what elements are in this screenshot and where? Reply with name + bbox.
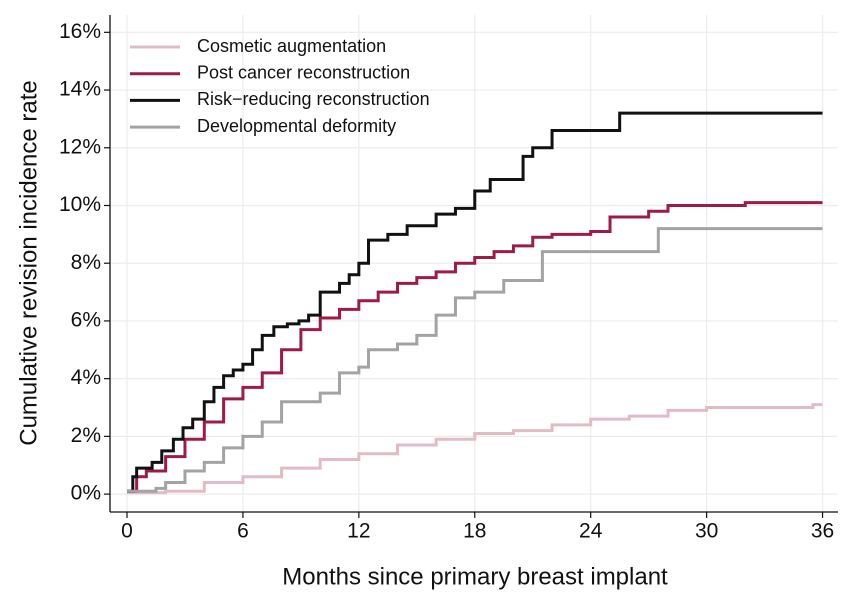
legend-label: Developmental deformity — [197, 116, 396, 136]
y-tick-label: 12% — [59, 135, 101, 158]
x-tick-label: 12 — [347, 520, 370, 543]
series-line — [127, 403, 823, 495]
x-tick-label: 36 — [811, 520, 834, 543]
x-tick-label: 18 — [463, 520, 486, 543]
legend-label: Risk−reducing reconstruction — [197, 89, 430, 109]
x-tick-label: 30 — [695, 520, 718, 543]
y-axis-title: Cumulative revision incidence rate — [15, 80, 42, 446]
y-tick-label: 14% — [59, 78, 101, 101]
series-line — [127, 227, 823, 493]
y-tick-label: 4% — [71, 366, 101, 389]
y-tick-label: 16% — [59, 20, 101, 43]
y-tick-label: 6% — [71, 308, 101, 331]
series-line — [127, 111, 823, 493]
series-line — [127, 201, 823, 493]
y-tick-label: 0% — [71, 482, 101, 505]
legend-label: Post cancer reconstruction — [197, 62, 410, 82]
y-tick-label: 10% — [59, 193, 101, 216]
y-tick-label: 2% — [71, 424, 101, 447]
x-axis-title: Months since primary breast implant — [282, 563, 668, 590]
x-tick-label: 6 — [237, 520, 249, 543]
legend-label: Cosmetic augmentation — [197, 36, 386, 56]
x-tick-label: 24 — [579, 520, 603, 543]
x-tick-label: 0 — [121, 520, 133, 543]
y-tick-label: 8% — [71, 251, 101, 274]
